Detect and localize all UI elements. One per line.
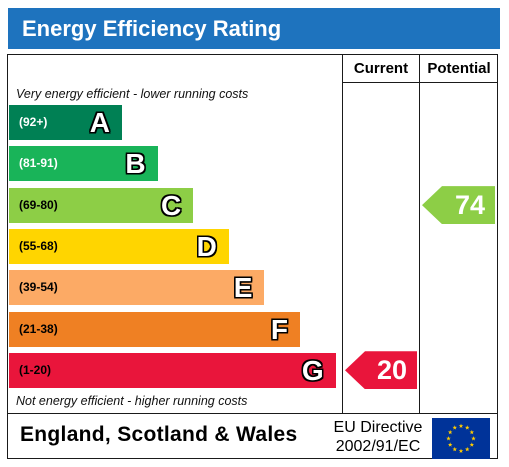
band-g: (1-20) G [9, 352, 336, 388]
eu-flag-icon [432, 418, 490, 459]
band-letter-label: F [270, 313, 288, 345]
eu-star-icon [458, 448, 464, 453]
current-rating-value: 20 [376, 355, 407, 386]
footer-region: England, Scotland & Wales [20, 423, 298, 446]
eu-star-icon [469, 429, 475, 435]
bottom-note: Not energy efficient - higher running co… [16, 394, 248, 408]
band-range-label: (81-91) [19, 156, 58, 171]
current-column-divider [342, 54, 343, 413]
potential-rating-value: 74 [454, 190, 485, 221]
band-e: (39-54) E [9, 270, 265, 306]
band-d: (55-68) D [9, 228, 229, 264]
band-range-label: (55-68) [19, 238, 58, 253]
header-divider [342, 82, 498, 83]
band-letter-label: G [301, 354, 324, 386]
eu-star-icon [452, 446, 458, 452]
band-letter-label: D [196, 230, 217, 262]
eu-star-icon [447, 442, 453, 447]
eu-star-icon [452, 425, 458, 430]
potential-column-header: Potential [427, 60, 491, 77]
eu-star-icon [458, 423, 464, 428]
band-range-label: (1-20) [19, 362, 52, 377]
band-range-label: (39-54) [19, 280, 58, 295]
band-letter-label: E [233, 272, 253, 304]
eu-star-icon [446, 436, 451, 441]
eu-star-icon [469, 442, 475, 447]
eu-directive: EU Directive 2002/91/EC [328, 418, 428, 456]
rating-table [7, 54, 498, 459]
eu-directive-line1: EU Directive [333, 419, 423, 436]
band-letter-label: C [160, 189, 182, 221]
footer-divider [7, 413, 498, 414]
chart-title: Energy Efficiency Rating [22, 16, 282, 41]
band-range-label: (92+) [19, 115, 48, 129]
eu-star-icon [447, 429, 453, 435]
top-note: Very energy efficient - lower running co… [16, 87, 249, 101]
title-bar: Energy Efficiency Rating [8, 8, 500, 49]
eu-star-icon [464, 425, 470, 430]
eu-directive-line2: 2002/91/EC [335, 438, 421, 455]
potential-column-divider [419, 54, 420, 413]
band-a: (92+) A [9, 105, 122, 140]
band-range-label: (69-80) [19, 197, 58, 212]
band-letter-label: A [89, 107, 110, 138]
band-c: (69-80) C [9, 187, 194, 223]
band-letter-label: B [125, 148, 146, 180]
eu-star-icon [471, 436, 476, 441]
band-f: (21-38) F [9, 311, 300, 347]
eu-star-icon [464, 446, 470, 452]
band-range-label: (21-38) [19, 321, 58, 336]
current-column-header: Current [353, 60, 409, 77]
band-b: (81-91) B [9, 146, 158, 182]
